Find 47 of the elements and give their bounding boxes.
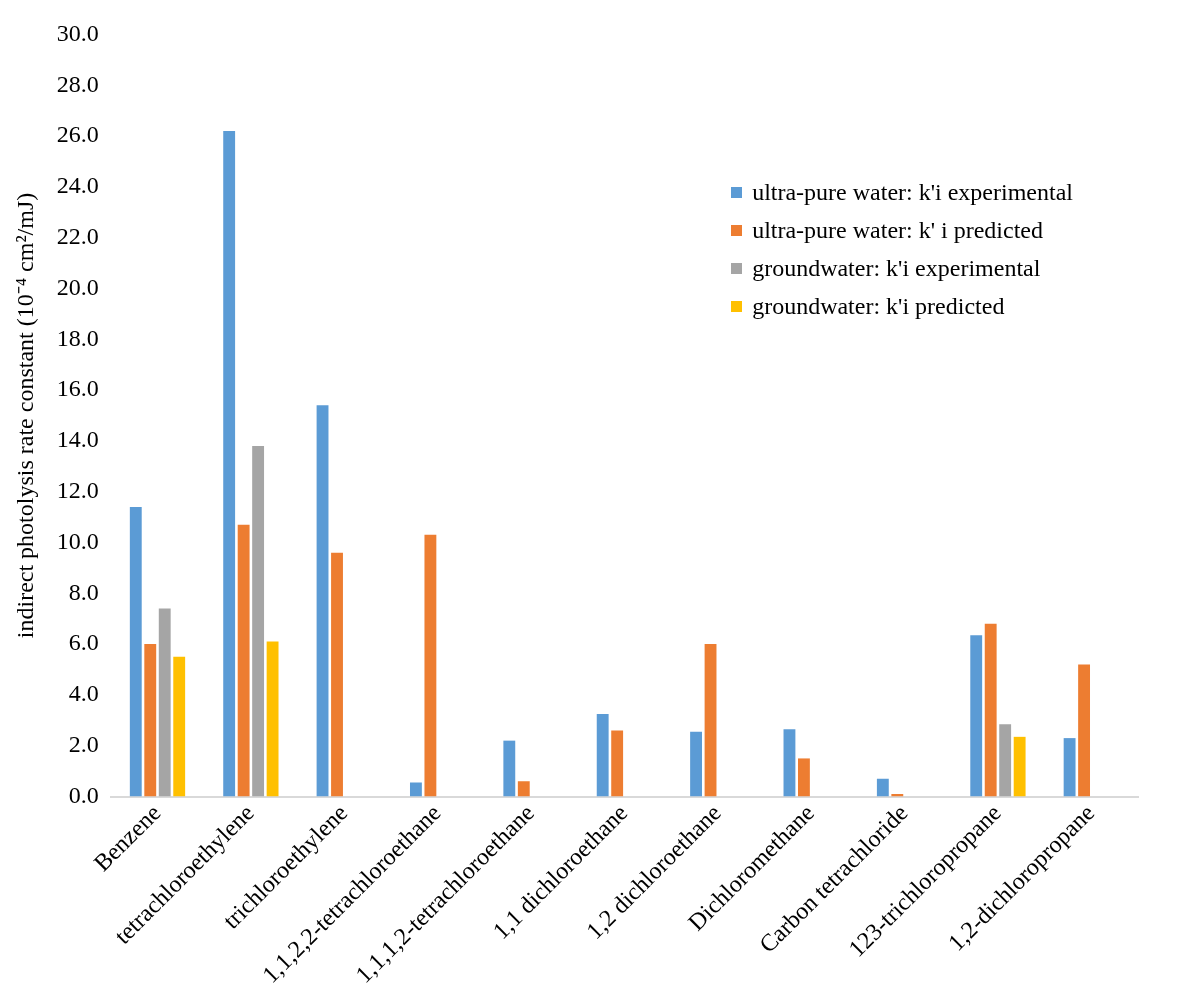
bar (158, 608, 171, 797)
y-tick-label: 14.0 (56, 426, 99, 453)
legend-label: ultra-pure water: k'i experimental (752, 178, 1073, 206)
bar (970, 635, 983, 797)
bar (611, 730, 624, 797)
y-tick-label: 28.0 (56, 70, 99, 97)
y-tick-label: 8.0 (68, 578, 99, 605)
bar (129, 506, 142, 797)
bar (316, 405, 329, 797)
bar (266, 641, 279, 797)
legend-label: groundwater: k'i experimental (752, 254, 1041, 282)
bar (704, 644, 717, 797)
bar (237, 524, 250, 797)
y-tick-label: 22.0 (56, 222, 99, 249)
bar (1013, 736, 1026, 797)
bar (424, 534, 437, 797)
y-tick-label: 24.0 (56, 172, 99, 199)
bar (331, 552, 343, 797)
bar (690, 731, 703, 797)
bar (252, 445, 265, 797)
bar (783, 729, 796, 797)
y-tick-label: 6.0 (68, 629, 99, 656)
bar (1063, 738, 1076, 797)
y-tick-label: 16.0 (56, 375, 99, 402)
legend-label: groundwater: k'i predicted (752, 292, 1005, 320)
y-axis-title: indirect photolysis rate constant (10⁻⁴ cm²/mJ) (11, 192, 38, 639)
y-tick-label: 4.0 (68, 680, 99, 707)
y-tick-label: 20.0 (56, 273, 99, 300)
y-tick-label: 2.0 (68, 731, 99, 758)
bar (223, 130, 236, 797)
bar (984, 623, 997, 797)
bar (999, 724, 1012, 797)
y-tick-label: 12.0 (56, 476, 99, 503)
legend-label: ultra-pure water: k' i predicted (752, 216, 1043, 244)
y-tick-label: 10.0 (56, 527, 99, 554)
bar (409, 782, 422, 797)
bar (503, 740, 516, 797)
bar (173, 656, 186, 797)
y-tick-label: 0.0 (68, 781, 99, 808)
bar (1078, 664, 1091, 797)
bar (144, 644, 157, 797)
y-tick-label: 26.0 (56, 121, 99, 148)
bar (797, 758, 810, 797)
bar (876, 778, 889, 797)
y-tick-label: 30.0 (56, 19, 99, 46)
y-tick-label: 18.0 (56, 324, 99, 351)
bar (596, 713, 609, 797)
